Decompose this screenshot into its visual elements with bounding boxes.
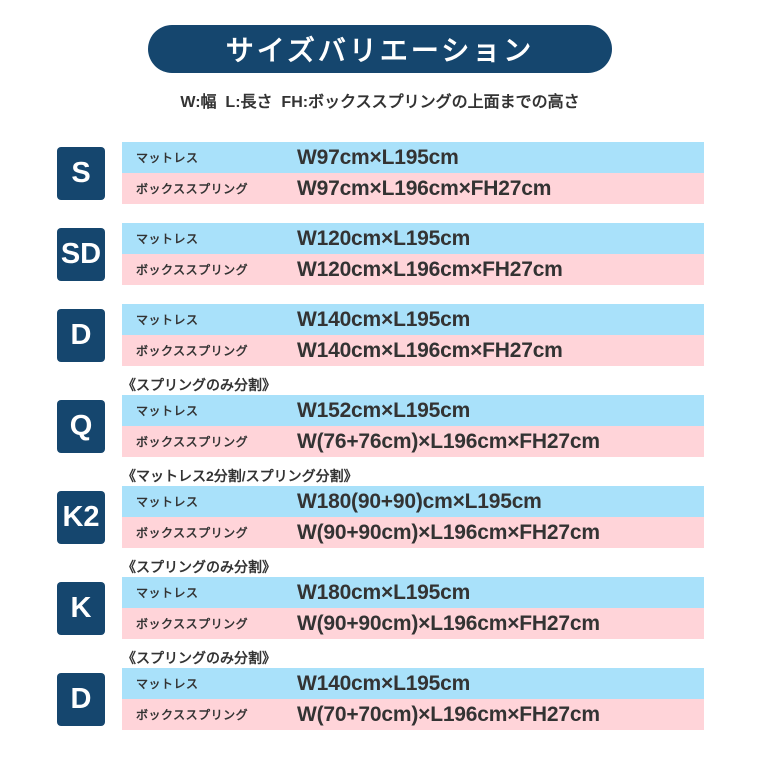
boxspring-bar: ボックススプリング W97cm×L196cm×FH27cm bbox=[122, 173, 704, 204]
boxspring-size-value: W(90+90cm)×L196cm×FH27cm bbox=[297, 520, 600, 544]
size-table: S マットレス W97cm×L195cm ボックススプリング W97cm×L19… bbox=[0, 142, 760, 730]
size-badge: Q bbox=[57, 399, 105, 453]
mattress-label: マットレス bbox=[136, 495, 199, 509]
boxspring-bar: ボックススプリング W120cm×L196cm×FH27cm bbox=[122, 254, 704, 285]
mattress-size-value: W140cm×L195cm bbox=[297, 307, 471, 331]
split-note: 《スプリングのみ分割》 bbox=[122, 377, 276, 393]
boxspring-bar: ボックススプリング W(90+90cm)×L196cm×FH27cm bbox=[122, 608, 704, 639]
boxspring-label: ボックススプリング bbox=[136, 344, 249, 358]
mattress-label: マットレス bbox=[136, 586, 199, 600]
boxspring-size-value: W97cm×L196cm×FH27cm bbox=[297, 176, 552, 200]
split-note: 《マットレス2分割/スプリング分割》 bbox=[122, 468, 358, 484]
split-note: 《スプリングのみ分割》 bbox=[122, 559, 276, 575]
page-title: サイズバリエーション bbox=[225, 35, 535, 66]
mattress-label: マットレス bbox=[136, 232, 199, 246]
mattress-size-value: W180cm×L195cm bbox=[297, 580, 471, 604]
size-bars: マットレス W180cm×L195cm ボックススプリング W(90+90cm)… bbox=[122, 577, 704, 639]
size-group-q: 《スプリングのみ分割》 Q マットレス W152cm×L195cm ボックススプ… bbox=[57, 377, 760, 457]
boxspring-bar: ボックススプリング W(90+90cm)×L196cm×FH27cm bbox=[122, 517, 704, 548]
size-group-d-split: 《スプリングのみ分割》 D マットレス W140cm×L195cm ボックススプ… bbox=[57, 650, 760, 730]
size-group-k: 《スプリングのみ分割》 K マットレス W180cm×L195cm ボックススプ… bbox=[57, 559, 760, 639]
size-row: D マットレス W140cm×L195cm ボックススプリング W140cm×L… bbox=[57, 304, 760, 366]
mattress-size-value: W180(90+90)cm×L195cm bbox=[297, 489, 542, 513]
size-badge: K2 bbox=[57, 490, 105, 544]
size-bars: マットレス W140cm×L195cm ボックススプリング W(70+70cm)… bbox=[122, 668, 704, 730]
size-bars: マットレス W97cm×L195cm ボックススプリング W97cm×L196c… bbox=[122, 142, 704, 204]
title-banner: サイズバリエーション bbox=[148, 25, 612, 73]
boxspring-size-value: W(76+76cm)×L196cm×FH27cm bbox=[297, 429, 600, 453]
size-bars: マットレス W152cm×L195cm ボックススプリング W(76+76cm)… bbox=[122, 395, 704, 457]
size-badge: D bbox=[57, 672, 105, 726]
boxspring-label: ボックススプリング bbox=[136, 263, 249, 277]
mattress-bar: マットレス W97cm×L195cm bbox=[122, 142, 704, 173]
size-group-s: S マットレス W97cm×L195cm ボックススプリング W97cm×L19… bbox=[57, 142, 760, 204]
boxspring-bar: ボックススプリング W(70+70cm)×L196cm×FH27cm bbox=[122, 699, 704, 730]
boxspring-size-value: W(90+90cm)×L196cm×FH27cm bbox=[297, 611, 600, 635]
size-badge: D bbox=[57, 308, 105, 362]
size-group-sd: SD マットレス W120cm×L195cm ボックススプリング W120cm×… bbox=[57, 223, 760, 285]
size-row: SD マットレス W120cm×L195cm ボックススプリング W120cm×… bbox=[57, 223, 760, 285]
size-group-d: D マットレス W140cm×L195cm ボックススプリング W140cm×L… bbox=[57, 304, 760, 366]
mattress-bar: マットレス W140cm×L195cm bbox=[122, 668, 704, 699]
mattress-size-value: W120cm×L195cm bbox=[297, 226, 471, 250]
mattress-bar: マットレス W180(90+90)cm×L195cm bbox=[122, 486, 704, 517]
size-badge: S bbox=[57, 146, 105, 200]
boxspring-bar: ボックススプリング W(76+76cm)×L196cm×FH27cm bbox=[122, 426, 704, 457]
mattress-label: マットレス bbox=[136, 404, 199, 418]
mattress-bar: マットレス W120cm×L195cm bbox=[122, 223, 704, 254]
mattress-bar: マットレス W180cm×L195cm bbox=[122, 577, 704, 608]
boxspring-label: ボックススプリング bbox=[136, 526, 249, 540]
size-legend: W:幅 L:長さ FH:ボックススプリングの上面までの高さ bbox=[180, 94, 580, 111]
size-row: Q マットレス W152cm×L195cm ボックススプリング W(76+76c… bbox=[57, 395, 760, 457]
size-row: S マットレス W97cm×L195cm ボックススプリング W97cm×L19… bbox=[57, 142, 760, 204]
boxspring-bar: ボックススプリング W140cm×L196cm×FH27cm bbox=[122, 335, 704, 366]
size-badge: SD bbox=[57, 227, 105, 281]
boxspring-label: ボックススプリング bbox=[136, 617, 249, 631]
size-bars: マットレス W120cm×L195cm ボックススプリング W120cm×L19… bbox=[122, 223, 704, 285]
boxspring-size-value: W140cm×L196cm×FH27cm bbox=[297, 338, 563, 362]
mattress-label: マットレス bbox=[136, 313, 199, 327]
size-bars: マットレス W140cm×L195cm ボックススプリング W140cm×L19… bbox=[122, 304, 704, 366]
size-badge: K bbox=[57, 581, 105, 635]
size-row: D マットレス W140cm×L195cm ボックススプリング W(70+70c… bbox=[57, 668, 760, 730]
mattress-size-value: W97cm×L195cm bbox=[297, 145, 459, 169]
size-bars: マットレス W180(90+90)cm×L195cm ボックススプリング W(9… bbox=[122, 486, 704, 548]
mattress-bar: マットレス W152cm×L195cm bbox=[122, 395, 704, 426]
mattress-size-value: W140cm×L195cm bbox=[297, 671, 471, 695]
boxspring-label: ボックススプリング bbox=[136, 182, 249, 196]
mattress-size-value: W152cm×L195cm bbox=[297, 398, 471, 422]
mattress-label: マットレス bbox=[136, 151, 199, 165]
boxspring-label: ボックススプリング bbox=[136, 435, 249, 449]
size-group-k2: 《マットレス2分割/スプリング分割》 K2 マットレス W180(90+90)c… bbox=[57, 468, 760, 548]
boxspring-size-value: W120cm×L196cm×FH27cm bbox=[297, 257, 563, 281]
split-note: 《スプリングのみ分割》 bbox=[122, 650, 276, 666]
size-row: K マットレス W180cm×L195cm ボックススプリング W(90+90c… bbox=[57, 577, 760, 639]
boxspring-label: ボックススプリング bbox=[136, 708, 249, 722]
size-row: K2 マットレス W180(90+90)cm×L195cm ボックススプリング … bbox=[57, 486, 760, 548]
mattress-label: マットレス bbox=[136, 677, 199, 691]
boxspring-size-value: W(70+70cm)×L196cm×FH27cm bbox=[297, 702, 600, 726]
mattress-bar: マットレス W140cm×L195cm bbox=[122, 304, 704, 335]
